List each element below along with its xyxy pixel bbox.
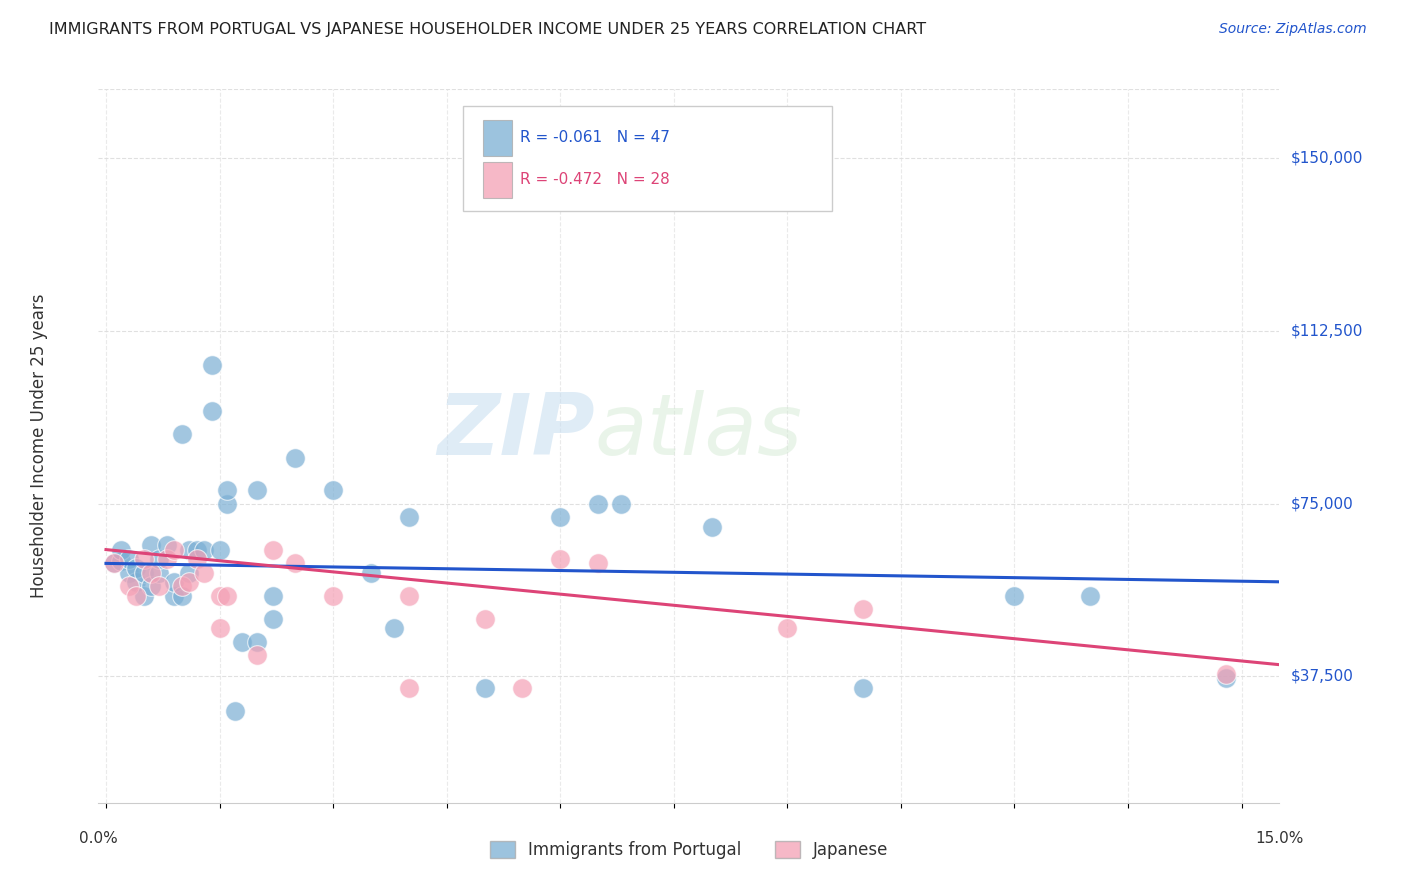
Point	[148, 551, 170, 566]
Point	[776, 621, 799, 635]
Point	[132, 551, 155, 566]
Point	[179, 542, 201, 557]
Point	[132, 589, 155, 603]
Text: Source: ZipAtlas.com: Source: ZipAtlas.com	[1219, 22, 1367, 37]
Text: IMMIGRANTS FROM PORTUGAL VS JAPANESE HOUSEHOLDER INCOME UNDER 25 YEARS CORRELATI: IMMIGRANTS FROM PORTUGAL VS JAPANESE HOU…	[49, 22, 927, 37]
Point	[262, 542, 284, 557]
Point	[360, 566, 382, 580]
Point	[1215, 666, 1237, 681]
Point	[246, 634, 269, 648]
Point	[231, 634, 253, 648]
Point	[163, 542, 186, 557]
Point	[125, 561, 148, 575]
Text: ZIP: ZIP	[437, 390, 595, 474]
Point	[852, 602, 875, 616]
Legend: Immigrants from Portugal, Japanese: Immigrants from Portugal, Japanese	[482, 834, 896, 866]
Point	[186, 542, 208, 557]
Text: $37,500: $37,500	[1291, 669, 1354, 683]
Point	[110, 542, 132, 557]
Text: 0.0%: 0.0%	[79, 831, 118, 847]
Point	[170, 589, 193, 603]
Point	[148, 579, 170, 593]
Point	[103, 557, 125, 571]
Point	[208, 621, 231, 635]
Point	[284, 450, 307, 465]
Point	[262, 612, 284, 626]
Point	[170, 579, 193, 593]
Point	[201, 404, 224, 418]
Point	[474, 681, 496, 695]
Point	[548, 510, 571, 524]
Point	[382, 621, 405, 635]
Point	[217, 497, 239, 511]
Point	[262, 589, 284, 603]
Point	[217, 589, 239, 603]
Point	[474, 612, 496, 626]
Point	[512, 681, 534, 695]
Point	[208, 542, 231, 557]
Text: 15.0%: 15.0%	[1256, 831, 1303, 847]
Text: R = -0.061   N = 47: R = -0.061 N = 47	[520, 130, 669, 145]
Point	[201, 359, 224, 373]
Point	[398, 510, 420, 524]
Point	[610, 497, 633, 511]
Text: Householder Income Under 25 years: Householder Income Under 25 years	[31, 293, 48, 599]
Point	[322, 589, 344, 603]
Point	[852, 681, 875, 695]
Point	[148, 566, 170, 580]
Point	[118, 566, 141, 580]
Point	[246, 483, 269, 497]
Text: atlas: atlas	[595, 390, 803, 474]
Point	[700, 519, 723, 533]
Point	[586, 557, 609, 571]
Point	[284, 557, 307, 571]
Point	[1004, 589, 1026, 603]
Point	[398, 681, 420, 695]
Point	[141, 566, 163, 580]
Text: R = -0.472   N = 28: R = -0.472 N = 28	[520, 172, 669, 187]
Point	[586, 497, 609, 511]
Point	[1078, 589, 1101, 603]
Point	[208, 589, 231, 603]
Point	[246, 648, 269, 663]
Text: $112,500: $112,500	[1291, 324, 1362, 338]
Point	[193, 542, 215, 557]
Point	[155, 538, 177, 552]
Point	[132, 566, 155, 580]
Point	[103, 557, 125, 571]
Text: $150,000: $150,000	[1291, 151, 1362, 166]
Point	[1215, 672, 1237, 686]
Point	[118, 579, 141, 593]
Point	[170, 427, 193, 442]
Point	[163, 574, 186, 589]
Point	[217, 483, 239, 497]
Point	[193, 566, 215, 580]
Point	[398, 589, 420, 603]
Text: $75,000: $75,000	[1291, 496, 1354, 511]
Point	[141, 538, 163, 552]
Point	[186, 551, 208, 566]
Point	[125, 574, 148, 589]
Point	[155, 551, 177, 566]
Point	[179, 566, 201, 580]
Point	[110, 554, 132, 568]
Point	[224, 704, 246, 718]
Point	[548, 551, 571, 566]
Point	[118, 551, 141, 566]
Point	[163, 589, 186, 603]
Point	[179, 574, 201, 589]
Point	[125, 589, 148, 603]
Point	[141, 579, 163, 593]
Point	[322, 483, 344, 497]
